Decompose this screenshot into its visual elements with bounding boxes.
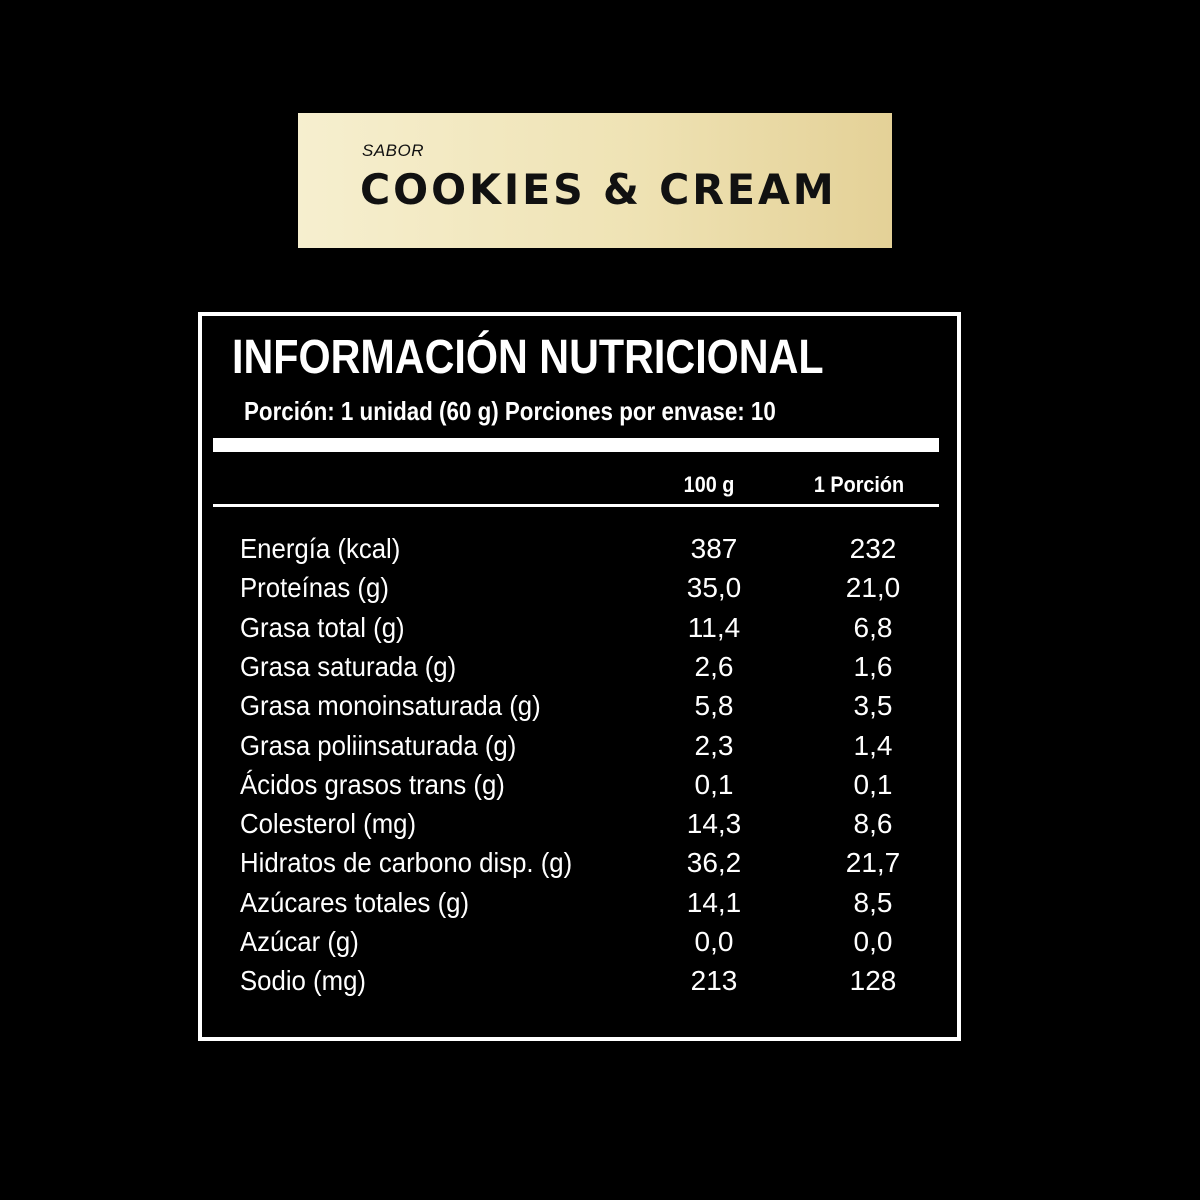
value-per-portion: 0,1 [853,768,893,800]
value-per-portion: 232 [849,533,897,564]
value-per-portion: 0,0 [853,926,893,957]
nutrient-label: Sodio (mg) [240,965,366,997]
value-per-100g: 35,0 [686,572,742,604]
nutrient-row: Azúcar (g) 0,0 0,0 [202,926,957,965]
value-per-portion: 128 [849,965,897,997]
nutrient-label: Ácidos grasos trans (g) [240,768,505,800]
nutrient-label: Azúcar (g) [240,926,359,957]
value-per-100g: 0,0 [694,926,734,957]
nutrient-label: Proteínas (g) [240,572,389,604]
value-per-portion: 21,7 [845,847,901,879]
value-per-100g: 387 [690,533,738,564]
column-header-portion: 1 Porción [813,472,905,497]
nutrition-facts-panel: INFORMACIÓN NUTRICIONAL Porción: 1 unida… [198,312,961,1041]
nutrient-row: Grasa poliinsaturada (g) 2,3 1,4 [202,730,957,769]
column-header-100g: 100 g [683,472,735,497]
value-per-portion: 6,8 [853,611,893,643]
nutrient-row: Energía (kcal) 387 232 [202,533,957,572]
value-per-100g: 2,6 [694,650,734,682]
value-per-100g: 5,8 [694,690,734,722]
nutrient-label: Grasa saturada (g) [240,650,457,682]
nutrient-row: Grasa monoinsaturada (g) 5,8 3,5 [202,690,957,729]
value-per-portion: 8,6 [853,808,893,840]
value-per-100g: 0,1 [694,768,734,800]
flavor-banner: SABOR COOKIES & CREAM [298,113,892,248]
nutrient-row: Sodio (mg) 213 128 [202,965,957,1004]
nutrient-row: Colesterol (mg) 14,3 8,6 [202,808,957,847]
serving-info: Porción: 1 unidad (60 g) Porciones por e… [244,396,776,426]
thick-divider [213,438,939,452]
value-per-100g: 213 [690,965,738,997]
flavor-name: COOKIES & CREAM [360,165,837,214]
value-per-portion: 1,4 [853,729,893,761]
nutrient-row: Grasa saturada (g) 2,6 1,6 [202,651,957,690]
nutrient-row: Grasa total (g) 11,4 6,8 [202,612,957,651]
value-per-portion: 8,5 [853,886,893,918]
nutrient-label: Grasa monoinsaturada (g) [240,690,541,722]
nutrient-label: Colesterol (mg) [240,808,417,840]
nutrient-label: Hidratos de carbono disp. (g) [240,847,573,879]
nutrient-row: Hidratos de carbono disp. (g) 36,2 21,7 [202,847,957,886]
nutrient-label: Grasa total (g) [240,611,405,643]
value-per-portion: 1,6 [853,650,893,682]
nutrient-label: Energía (kcal) [240,533,401,564]
value-per-100g: 14,1 [686,886,742,918]
thin-divider [213,504,939,507]
nutrient-label: Grasa poliinsaturada (g) [240,729,517,761]
nutrient-row: Azúcares totales (g) 14,1 8,5 [202,887,957,926]
nutrient-row: Ácidos grasos trans (g) 0,1 0,1 [202,769,957,808]
value-per-100g: 36,2 [686,847,742,879]
nutrient-label: Azúcares totales (g) [240,886,470,918]
value-per-100g: 14,3 [686,808,742,840]
value-per-portion: 21,0 [845,572,901,604]
value-per-100g: 11,4 [687,611,741,643]
nutrient-row: Proteínas (g) 35,0 21,0 [202,572,957,611]
nutrition-title: INFORMACIÓN NUTRICIONAL [232,331,824,384]
value-per-100g: 2,3 [694,729,734,761]
value-per-portion: 3,5 [853,690,893,722]
flavor-label: SABOR [362,141,425,160]
